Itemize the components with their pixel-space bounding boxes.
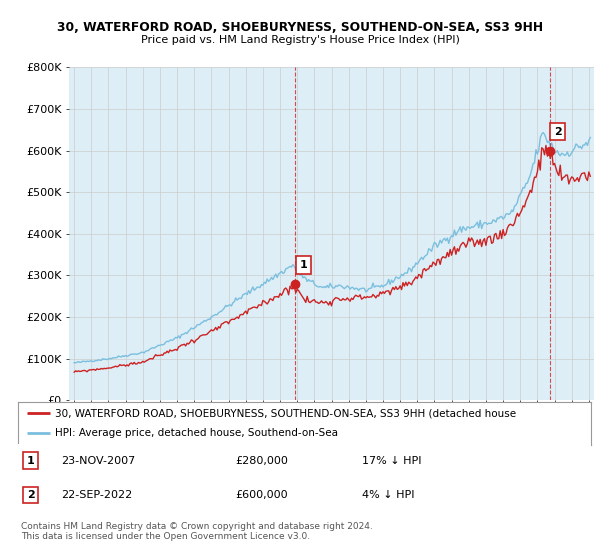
Text: 1: 1 xyxy=(299,260,307,270)
Text: 30, WATERFORD ROAD, SHOEBURYNESS, SOUTHEND-ON-SEA, SS3 9HH: 30, WATERFORD ROAD, SHOEBURYNESS, SOUTHE… xyxy=(57,21,543,34)
Text: 22-SEP-2022: 22-SEP-2022 xyxy=(61,490,132,500)
Text: 23-NOV-2007: 23-NOV-2007 xyxy=(61,456,135,466)
Text: 2: 2 xyxy=(27,490,34,500)
Text: £600,000: £600,000 xyxy=(236,490,289,500)
Text: 17% ↓ HPI: 17% ↓ HPI xyxy=(362,456,421,466)
Text: 4% ↓ HPI: 4% ↓ HPI xyxy=(362,490,415,500)
Text: 30, WATERFORD ROAD, SHOEBURYNESS, SOUTHEND-ON-SEA, SS3 9HH (detached house: 30, WATERFORD ROAD, SHOEBURYNESS, SOUTHE… xyxy=(55,408,517,418)
Text: HPI: Average price, detached house, Southend-on-Sea: HPI: Average price, detached house, Sout… xyxy=(55,428,338,438)
Text: 2: 2 xyxy=(554,127,562,137)
Text: £280,000: £280,000 xyxy=(236,456,289,466)
Text: 1: 1 xyxy=(27,456,34,466)
Text: Price paid vs. HM Land Registry's House Price Index (HPI): Price paid vs. HM Land Registry's House … xyxy=(140,35,460,45)
Text: Contains HM Land Registry data © Crown copyright and database right 2024.
This d: Contains HM Land Registry data © Crown c… xyxy=(21,522,373,542)
